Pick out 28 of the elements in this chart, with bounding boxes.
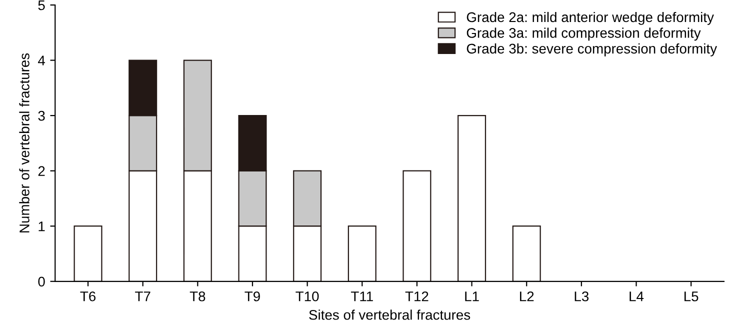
y-axis-title: Number of vertebral fractures	[19, 53, 30, 232]
legend-label: Grade 2a: mild anterior wedge deformity	[466, 12, 714, 25]
bar	[512, 226, 541, 282]
bar	[458, 114, 486, 282]
bar	[402, 170, 432, 282]
bar	[74, 226, 102, 282]
x-tick-label: T12	[405, 291, 428, 302]
x-tick-label: T7	[135, 292, 150, 302]
y-tick-label: 4	[38, 56, 45, 66]
bar	[348, 226, 376, 282]
y-tick-label: 3	[38, 110, 45, 121]
x-tick-label: L3	[574, 291, 589, 302]
x-tick-label: L2	[520, 291, 534, 302]
x-tick-label: T9	[244, 291, 260, 302]
y-tick-label: 2	[38, 166, 45, 176]
x-tick-label: T10	[296, 291, 319, 302]
x-tick-label: L5	[684, 292, 698, 302]
x-tick-label: T11	[351, 292, 373, 302]
x-tick-label: L4	[630, 292, 644, 302]
y-tick-label: 1	[38, 222, 45, 232]
legend-label: Grade 3b: severe compression deformity	[466, 43, 718, 56]
y-tick-label: 5	[38, 0, 45, 10]
y-tick-label: 0	[38, 276, 45, 287]
x-tick-label: T8	[190, 291, 206, 302]
x-axis-title: Sites of vertebral fractures	[309, 310, 470, 320]
x-tick-label: T6	[80, 291, 96, 302]
x-tick-label: L1	[465, 292, 479, 302]
legend-label: Grade 3a: mild compression deformity	[466, 28, 701, 41]
